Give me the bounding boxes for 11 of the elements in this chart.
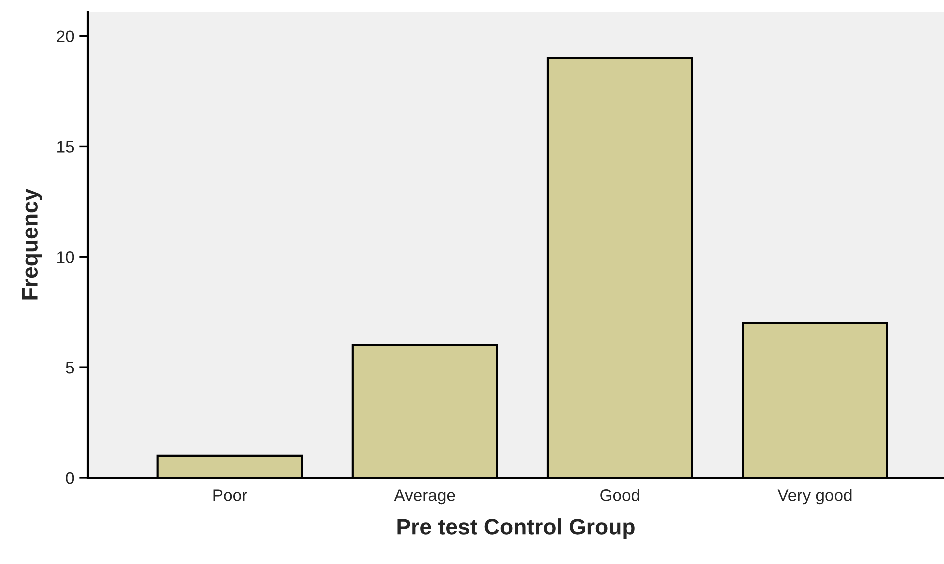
y-tick-label: 20 (57, 30, 74, 42)
y-tick-label: 0 (66, 472, 74, 484)
x-axis-title: Pre test Control Group (398, 518, 635, 540)
y-tick-label: 10 (58, 252, 74, 264)
x-tick-label: Poor (214, 490, 248, 502)
x-tick-label: Good (600, 489, 640, 502)
y-axis-title: Frequency (22, 188, 42, 300)
y-tick-label: 15 (58, 141, 74, 153)
y-tick-label: 5 (66, 362, 74, 374)
x-tick-label: Average (394, 490, 456, 505)
x-tick-label: Very good (778, 489, 852, 505)
